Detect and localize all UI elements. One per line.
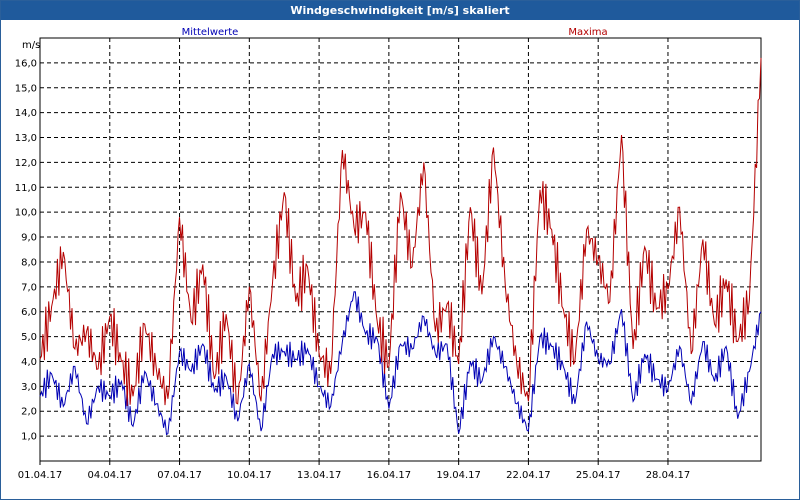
- y-tick-label: 15,0: [15, 83, 37, 94]
- x-tick-label: 04.04.17: [88, 470, 133, 481]
- x-tick-label: 01.04.17: [18, 470, 63, 481]
- y-tick-label: 14,0: [15, 108, 37, 119]
- y-tick-label: 4,0: [21, 357, 37, 368]
- y-tick-labels: 1,0 2,0 3,0 4,0 5,0 6,0 7,0 8,0 9,0 10,0 11,0 12,0 1…: [15, 58, 37, 442]
- x-tick-label: 13.04.17: [297, 470, 342, 481]
- series-lines: [39, 57, 762, 436]
- y-tick-label: 8,0: [21, 257, 37, 268]
- plot-frame: [39, 37, 762, 462]
- x-tick-label: 22.04.17: [506, 470, 551, 481]
- y-tick-label: 12,0: [15, 158, 37, 169]
- y-axis-unit: m/s: [22, 40, 40, 51]
- y-tick-label: 10,0: [15, 208, 37, 219]
- x-tick-label: 07.04.17: [157, 470, 202, 481]
- legend-maxima: Maxima: [568, 27, 607, 38]
- y-tick-label: 7,0: [21, 282, 37, 293]
- x-tick-label: 10.04.17: [227, 470, 272, 481]
- x-tick-label: 16.04.17: [367, 470, 412, 481]
- y-tick-label: 2,0: [21, 407, 37, 418]
- series-line-mittelwerte: [39, 291, 762, 436]
- y-tick-label: 13,0: [15, 133, 37, 144]
- series-line-maxima: [39, 57, 762, 407]
- x-tick-label: 28.04.17: [646, 470, 691, 481]
- y-tick-label: 9,0: [21, 233, 37, 244]
- y-tick-label: 5,0: [21, 332, 37, 343]
- y-tick-label: 6,0: [21, 307, 37, 318]
- legend-mittelwerte: Mittelwerte: [182, 27, 239, 38]
- x-tick-labels: 01.04.17 04.04.17 07.04.17 10.04.17 13.04.17…: [18, 470, 690, 481]
- y-tick-label: 16,0: [15, 58, 37, 69]
- y-tick-label: 3,0: [21, 382, 37, 393]
- x-tick-label: 25.04.17: [576, 470, 621, 481]
- x-tick-label: 19.04.17: [436, 470, 481, 481]
- grid: [39, 38, 761, 465]
- window-title: Windgeschwindigkeit [m/s] skaliert: [1, 1, 799, 20]
- y-tick-label: 1,0: [21, 432, 37, 443]
- y-tick-label: 11,0: [15, 183, 37, 194]
